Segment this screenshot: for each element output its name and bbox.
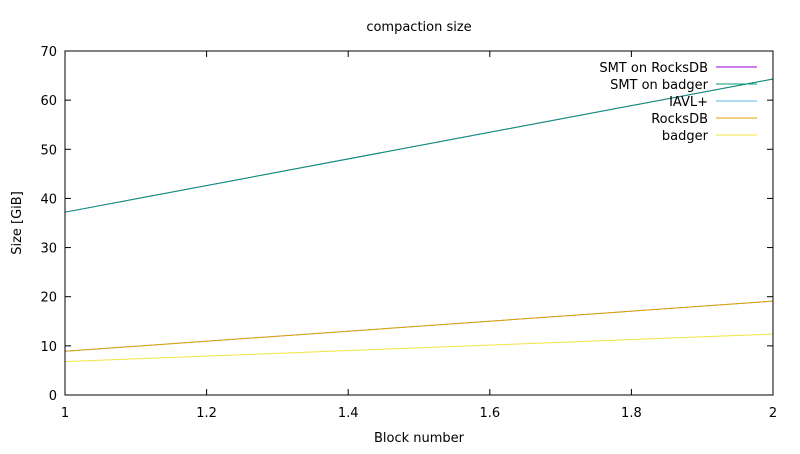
y-axis: 0 10 20 30 40 50 60 70 (40, 45, 773, 404)
y-tick-label: 50 (40, 143, 57, 158)
series-line-smt-on-badger (64, 78, 774, 213)
series-line-badger (64, 333, 774, 363)
x-axis-label: Block number (374, 431, 465, 446)
y-tick-label: 20 (40, 291, 57, 306)
legend-label-iavl: IAVL+ (669, 95, 708, 110)
y-tick-label: 10 (40, 340, 57, 355)
chart-title: compaction size (366, 20, 471, 35)
x-tick-label: 2 (769, 406, 777, 421)
y-tick-label: 30 (40, 242, 57, 257)
x-tick-label: 1.6 (479, 406, 500, 421)
y-tick-label: 70 (40, 45, 57, 60)
y-tick-label: 60 (40, 94, 57, 109)
x-tick-label: 1.4 (338, 406, 359, 421)
series-layer (64, 78, 774, 363)
legend-label-smt-on-badger: SMT on badger (610, 78, 709, 93)
legend-label-smt-on-rocksdb: SMT on RocksDB (599, 61, 708, 76)
legend-label-badger: badger (662, 129, 709, 144)
y-tick-label: 40 (40, 192, 57, 207)
series-line-rocksdb (64, 300, 774, 352)
x-tick-label: 1.8 (621, 406, 642, 421)
x-axis: 1 1.2 1.4 1.6 1.8 2 (61, 51, 777, 421)
legend: SMT on RocksDB SMT on badger IAVL+ RocksDB b… (599, 61, 757, 144)
y-axis-label: Size [GiB] (10, 191, 25, 255)
plot-frame (64, 50, 774, 396)
y-tick-label: 0 (49, 389, 57, 404)
legend-label-rocksdb: RocksDB (651, 112, 708, 127)
x-tick-label: 1 (61, 406, 69, 421)
x-tick-label: 1.2 (196, 406, 217, 421)
